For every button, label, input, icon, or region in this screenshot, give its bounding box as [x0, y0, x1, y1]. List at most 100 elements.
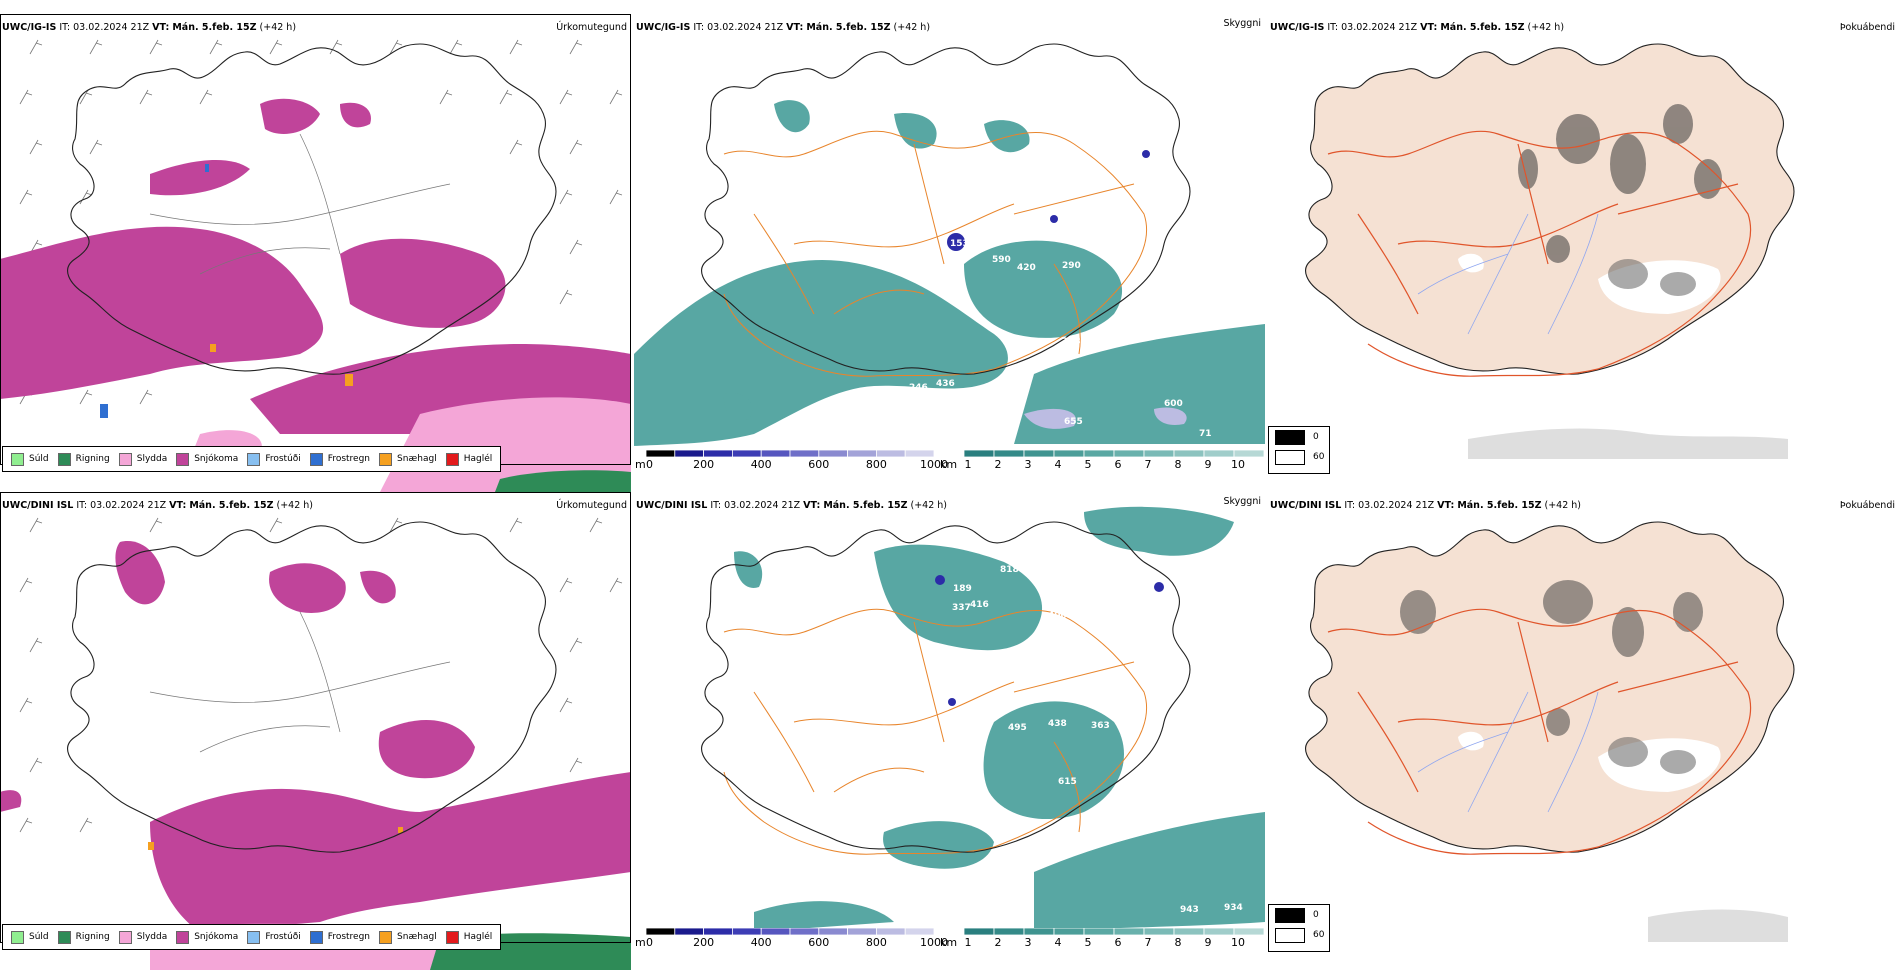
visibility-scale-swatch: [1083, 927, 1115, 936]
ceiling-tick-label: 800: [866, 458, 887, 471]
visibility-tick-label: 3: [1025, 936, 1032, 949]
legend-swatch: [445, 452, 459, 466]
panel-header: UWC/IG-IS IT: 03.02.2024 21Z VT: Mán. 5.…: [1270, 22, 1565, 33]
precip-legend: Súld Rigning Slydda Snjókoma Frostúði Frostre…: [2, 446, 502, 472]
ceiling-label: 246: [909, 383, 928, 393]
ceiling-label: 436: [936, 379, 955, 389]
visibility-scale-swatch: [1233, 449, 1265, 458]
visibility-scale-swatch: [1083, 449, 1115, 458]
precip-legend-item: Haglél: [445, 452, 493, 466]
ceiling-tick-label: 800: [866, 936, 887, 949]
legend-swatch: [118, 452, 132, 466]
visibility-tick-label: 4: [1055, 458, 1062, 471]
visibility-scale-swatch: [1113, 449, 1145, 458]
visibility-tick-label: 6: [1115, 458, 1122, 471]
visibility-unit: km: [940, 458, 957, 471]
legend-label: Frostúði: [265, 454, 301, 464]
ceiling-label: 232: [936, 129, 955, 139]
fog-legend-row: 0: [1269, 905, 1329, 925]
ceiling-label: 495: [1008, 723, 1027, 733]
ceiling-unit: m: [635, 936, 646, 949]
precip-legend-item: Frostregn: [309, 452, 371, 466]
legend-swatch: [309, 930, 323, 944]
ceiling-label: 153: [950, 239, 969, 249]
ceiling-scale-swatch: [789, 449, 820, 458]
precip-legend-item: Frostregn: [309, 930, 370, 944]
visibility-scale-swatch: [1023, 927, 1055, 936]
panel-title: Skyggni: [1223, 496, 1261, 507]
ceiling-label: 615: [1058, 777, 1077, 787]
panel-title: Þokuábendi: [1839, 500, 1895, 511]
legend-swatch: [379, 452, 393, 466]
ceiling-scale-swatch: [645, 927, 676, 936]
visibility-scale-swatch: [1023, 449, 1055, 458]
ceiling-label: 22: [949, 115, 962, 125]
ceiling-scale-swatch: [760, 449, 791, 458]
precip-legend-item: Slydda: [118, 930, 167, 944]
ceiling-label: 420: [1017, 263, 1036, 273]
ceiling-tick-label: 200: [693, 458, 714, 471]
color-scales: m 0 200 400 600 800 1000 km 1 2 3 4 5 6 7 8 9 10: [634, 449, 1265, 472]
precip-legend-item: Snjókoma: [176, 930, 238, 944]
panel-title: Þokuábendi: [1839, 22, 1895, 33]
precip-legend-item: Rigning: [57, 452, 110, 466]
visibility-tick-label: 1: [965, 936, 972, 949]
ceiling-scale-swatch: [703, 927, 733, 936]
visibility-tick-label: 10: [1231, 458, 1245, 471]
visibility-scale-swatch: [1113, 927, 1145, 936]
ceiling-tick-label: 400: [751, 458, 772, 471]
visibility-scale-swatch: [963, 927, 995, 936]
legend-swatch: [379, 930, 393, 944]
precip-map-2: [0, 492, 631, 970]
legend-swatch: [176, 930, 190, 944]
ceiling-label: 400: [1048, 611, 1067, 621]
panel-header: UWC/DINI ISL IT: 03.02.2024 21Z VT: Mán.…: [636, 500, 948, 511]
legend-swatch: [57, 930, 71, 944]
panel-title: Úrkomutegund: [556, 22, 627, 33]
color-scales: m 0 200 400 600 800 1000 km 1 2 3 4 5 6 7 8 9 10: [634, 927, 1265, 950]
legend-label: Haglél: [463, 454, 493, 464]
panel-header: UWC/DINI ISL IT: 03.02.2024 21Z VT: Mán.…: [2, 500, 314, 511]
visibility-scale-swatch: [1233, 927, 1265, 936]
precip-map-1: [0, 14, 631, 492]
visibility-scale-swatch: [1173, 449, 1205, 458]
ceiling-tick-label: 1000: [920, 936, 948, 949]
fog-legend-row: 60: [1269, 447, 1329, 467]
visibility-scale-swatch: [993, 449, 1025, 458]
legend-swatch: [445, 930, 459, 944]
visibility-scale-swatch: [963, 449, 995, 458]
ceiling-tick-label: 600: [808, 936, 829, 949]
ceiling-label: 590: [992, 255, 1011, 265]
visibility-tick-label: 8: [1175, 458, 1182, 471]
ceiling-scale-swatch: [732, 927, 762, 936]
legend-swatch: [247, 930, 261, 944]
ceiling-tick-label: 1000: [920, 458, 948, 471]
ceiling-label: 655: [1064, 417, 1083, 427]
ceiling-visibility-panel-2: 818 189 416 337 400 495 438 363 615 168 …: [634, 492, 1265, 970]
legend-label: Snæhagl: [397, 454, 437, 464]
visibility-tick-label: 4: [1055, 936, 1062, 949]
ceiling-label: 467: [990, 113, 1009, 123]
ceiling-label: 189: [953, 584, 972, 594]
ceiling-label: 337: [952, 603, 971, 613]
legend-label: Frostregn: [327, 454, 371, 464]
visibility-scale-swatch: [1053, 927, 1085, 936]
ceiling-label: 818: [1000, 565, 1019, 575]
precip-legend-item: Haglél: [445, 930, 492, 944]
legend-swatch: [176, 452, 190, 466]
ceiling-map-1: 22 467 232 153 590 420 290 372 333 246 4…: [634, 14, 1265, 492]
legend-label: Rigning: [75, 454, 110, 464]
ceiling-labels-1: 22 467 232 153 590 420 290 372 333 246 4…: [909, 113, 1212, 439]
fog-legend-row: 60: [1269, 925, 1329, 945]
ceiling-scale-swatch: [818, 927, 849, 936]
precip-legend-item: Frostúði: [247, 452, 301, 466]
visibility-tick-label: 1: [965, 458, 972, 471]
ceiling-tick-label: 0: [646, 458, 653, 471]
legend-label: Snæhagl: [397, 932, 437, 942]
ceiling-scale-swatch: [904, 449, 935, 458]
ceiling-scale-swatch: [847, 449, 877, 458]
fog-swatch: [1275, 449, 1305, 465]
ceiling-tick-label: 400: [751, 936, 772, 949]
